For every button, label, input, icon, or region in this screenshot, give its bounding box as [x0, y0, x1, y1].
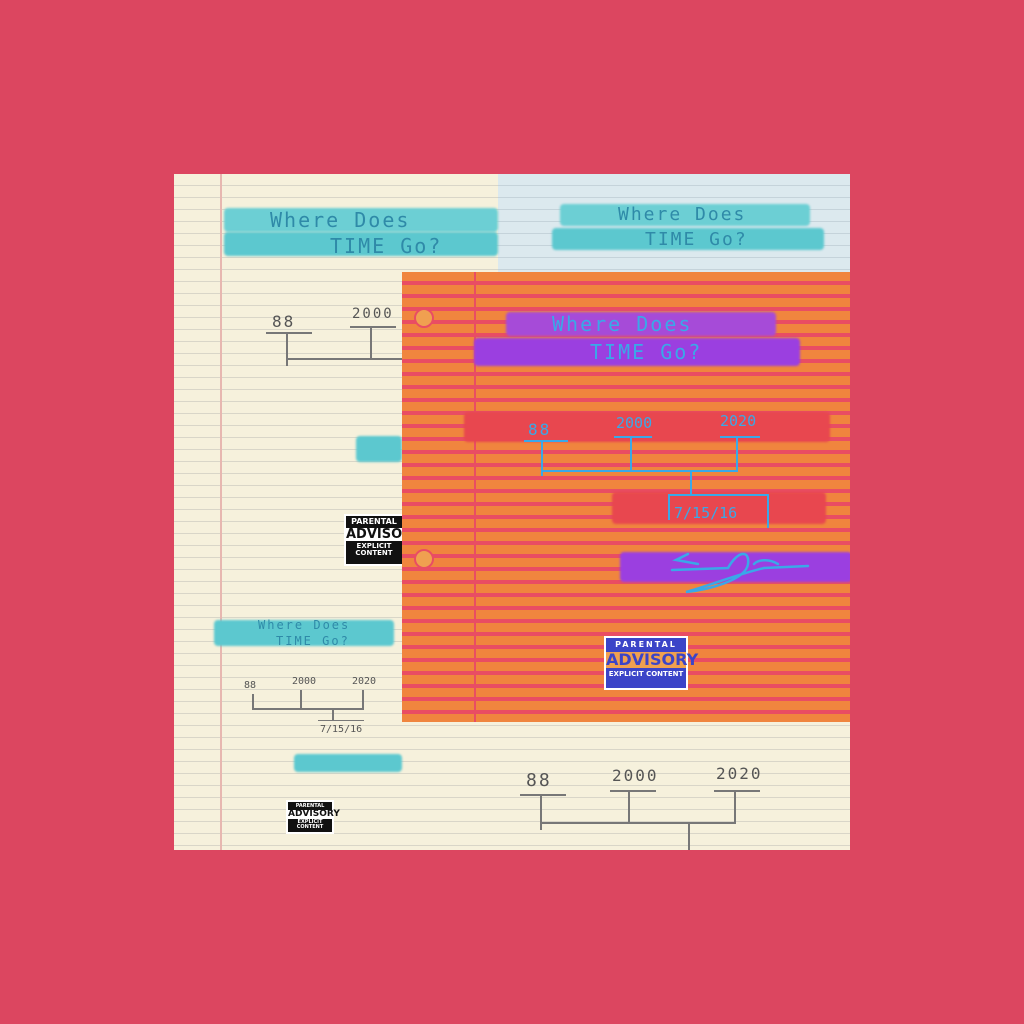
- title-line1-main: Where Does: [552, 312, 693, 336]
- date-main: 7/15/16: [674, 504, 738, 522]
- year-88-main: 88: [528, 420, 552, 439]
- year-2000-main: 2000: [616, 414, 653, 432]
- title-line2: TIME Go?: [330, 234, 443, 258]
- signature-icon: [670, 552, 810, 594]
- parental-advisory-label-left: PARENTAL ADVISORY EXPLICIT CONTENT: [344, 514, 402, 566]
- parental-advisory-label-small: PARENTAL ADVISORY EXPLICIT CONTENT: [286, 800, 340, 834]
- year-2020-main: 2020: [720, 412, 757, 430]
- year-88-bottom: 88: [526, 770, 552, 791]
- title-line2-main: TIME Go?: [590, 340, 703, 364]
- year-88-left: 88: [272, 312, 296, 331]
- title-line1: Where Does: [270, 208, 411, 232]
- parental-advisory-label-main: PARENTAL ADVISORY EXPLICIT CONTENT: [604, 636, 698, 690]
- date-small: 7/15/16: [320, 724, 363, 735]
- year-2000-bottom: 2000: [612, 766, 659, 785]
- year-2020-small: 2020: [352, 676, 377, 687]
- orange-paper-panel: [402, 272, 850, 722]
- title-line1-small: Where Does: [258, 618, 351, 632]
- title-line2-small: TIME Go?: [276, 634, 350, 648]
- title-line1-copy: Where Does: [618, 204, 747, 225]
- year-88-small: 88: [244, 680, 257, 691]
- year-2000-small: 2000: [292, 676, 317, 687]
- title-line2-copy: TIME Go?: [645, 229, 748, 250]
- year-2020-bottom: 2020: [716, 764, 763, 783]
- year-2000-left: 2000: [352, 306, 394, 322]
